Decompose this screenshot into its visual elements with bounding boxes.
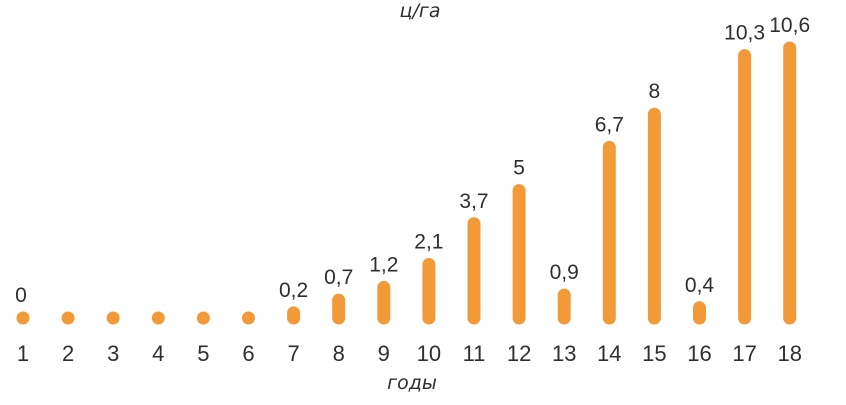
data-label-12: 5 <box>513 157 525 180</box>
data-label-14: 6,7 <box>595 113 624 136</box>
x-tick-5: 5 <box>197 341 209 366</box>
data-label-17: 10,3 <box>724 22 765 45</box>
bar-16 <box>693 301 706 325</box>
bar-4 <box>151 311 165 325</box>
bar-17 <box>738 49 752 325</box>
bar-18 <box>783 41 797 325</box>
x-tick-9: 9 <box>378 341 390 366</box>
bar-3 <box>106 311 120 325</box>
x-tick-labels-group: 1 2 3 4 5 6 7 8 9 10 11 12 13 14 15 16 17 18 <box>17 341 802 366</box>
bar-9 <box>377 280 391 325</box>
bar-2 <box>61 311 75 325</box>
chart-unit-label: ц/га <box>400 0 441 22</box>
x-tick-2: 2 <box>62 341 74 366</box>
data-label-1: 0 <box>15 284 27 307</box>
bar-7 <box>287 306 301 325</box>
x-tick-13: 13 <box>552 341 576 366</box>
x-tick-15: 15 <box>642 341 666 366</box>
data-label-16: 0,4 <box>685 274 715 297</box>
x-tick-11: 11 <box>463 341 486 366</box>
bar-10 <box>422 258 436 325</box>
data-label-15: 8 <box>649 80 661 103</box>
bar-8 <box>332 293 346 325</box>
bar-6 <box>242 311 255 325</box>
bar-13 <box>557 288 571 325</box>
x-tick-4: 4 <box>152 341 164 366</box>
x-tick-17: 17 <box>732 341 756 366</box>
data-label-18: 10,6 <box>769 14 810 37</box>
bar-12 <box>512 184 526 325</box>
x-tick-6: 6 <box>242 341 254 366</box>
x-tick-12: 12 <box>507 341 531 366</box>
x-tick-1: 1 <box>17 341 29 366</box>
data-label-13: 0,9 <box>550 261 579 284</box>
x-tick-3: 3 <box>107 341 119 366</box>
bar-11 <box>467 217 481 325</box>
data-labels-group: 0 0,2 0,7 1,2 2,1 3,7 5 0,9 6,7 8 0,4 10,3 10,6 <box>15 14 810 307</box>
bar-15 <box>647 107 661 325</box>
data-label-10: 2,1 <box>414 231 443 254</box>
data-label-8: 0,7 <box>324 266 353 289</box>
data-label-11: 3,7 <box>459 190 488 213</box>
bars-group <box>16 41 797 325</box>
bar-14 <box>602 140 616 325</box>
data-label-9: 1,2 <box>369 253 398 276</box>
data-label-7: 0,2 <box>279 279 308 302</box>
x-tick-14: 14 <box>597 341 621 366</box>
x-tick-7: 7 <box>287 341 299 366</box>
x-tick-10: 10 <box>417 341 441 366</box>
x-tick-16: 16 <box>687 341 711 366</box>
x-axis-label: годы <box>387 372 437 394</box>
bar-1 <box>16 311 30 325</box>
x-tick-18: 18 <box>777 341 801 366</box>
bar-5 <box>196 311 210 325</box>
x-tick-8: 8 <box>333 341 345 366</box>
